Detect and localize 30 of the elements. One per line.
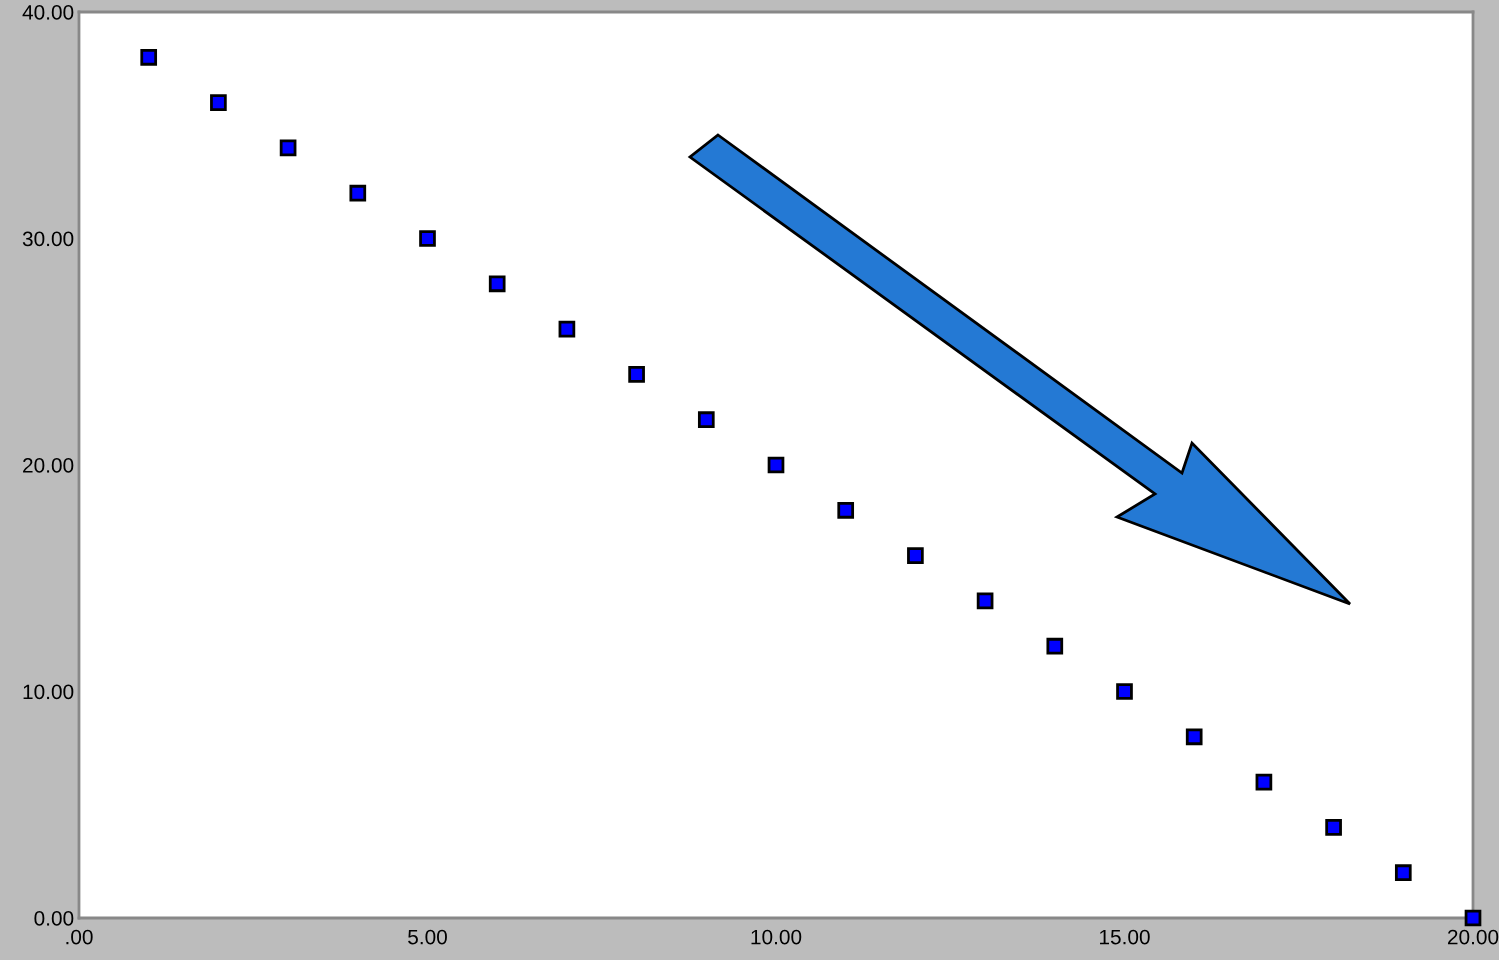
point xyxy=(976,592,994,610)
point xyxy=(697,411,715,429)
y-tick-label: 10.00 xyxy=(23,684,74,700)
x-tick-label: 15.00 xyxy=(1100,929,1150,945)
point xyxy=(1185,728,1203,746)
point xyxy=(1046,637,1064,655)
point xyxy=(140,48,158,66)
point xyxy=(558,320,576,338)
point xyxy=(210,94,227,111)
point xyxy=(837,501,855,519)
x-tick-label: 10.00 xyxy=(751,929,802,945)
x-tick-label: 5.00 xyxy=(408,929,447,945)
y-tick-label: 30.00 xyxy=(22,231,74,247)
y-tick-label: 40.00 xyxy=(22,5,74,20)
point xyxy=(1325,819,1342,836)
point xyxy=(767,456,785,474)
point xyxy=(1255,773,1273,791)
point xyxy=(628,366,645,383)
point xyxy=(419,230,436,247)
x-tick-label: .00 xyxy=(66,929,93,945)
point xyxy=(349,184,367,202)
point xyxy=(488,275,506,293)
x-tick-label: 20.00 xyxy=(1447,929,1499,945)
point xyxy=(907,547,924,564)
y-tick-label: 0.00 xyxy=(34,911,74,926)
point xyxy=(1116,683,1133,700)
point xyxy=(1464,909,1482,927)
point xyxy=(279,139,297,157)
point xyxy=(1394,864,1412,882)
y-tick-label: 20.00 xyxy=(23,458,74,473)
